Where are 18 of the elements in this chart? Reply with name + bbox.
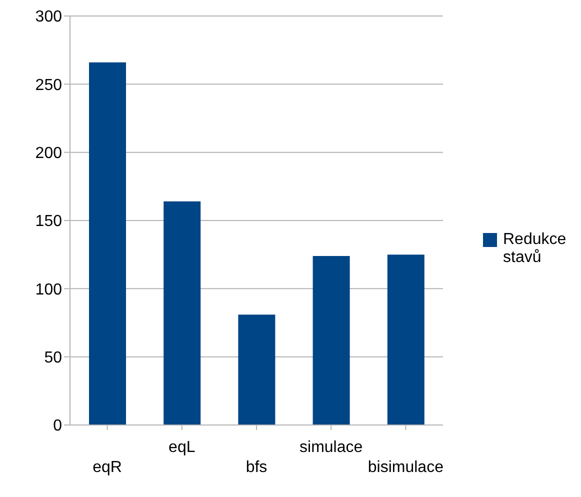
y-tick-label: 200 — [35, 145, 62, 162]
x-tick-label: bisimulace — [368, 459, 444, 476]
y-tick-label: 150 — [35, 213, 62, 230]
x-tick-label: eqL — [168, 439, 196, 456]
x-tick-label: eqR — [92, 459, 122, 476]
y-tick-label: 0 — [53, 418, 62, 435]
bar — [89, 62, 126, 425]
y-tick-label: 300 — [35, 8, 62, 26]
y-tick-label: 100 — [35, 281, 62, 298]
y-tick-label: 250 — [35, 76, 62, 94]
bar — [238, 314, 276, 425]
x-tick-label: simulace — [300, 439, 363, 456]
y-tick-label: 50 — [44, 350, 62, 367]
bar — [164, 201, 201, 425]
bar — [387, 254, 424, 425]
x-tick-label: bfs — [246, 459, 268, 476]
legend-label: Redukce stavů — [503, 230, 568, 266]
bar — [312, 256, 350, 425]
